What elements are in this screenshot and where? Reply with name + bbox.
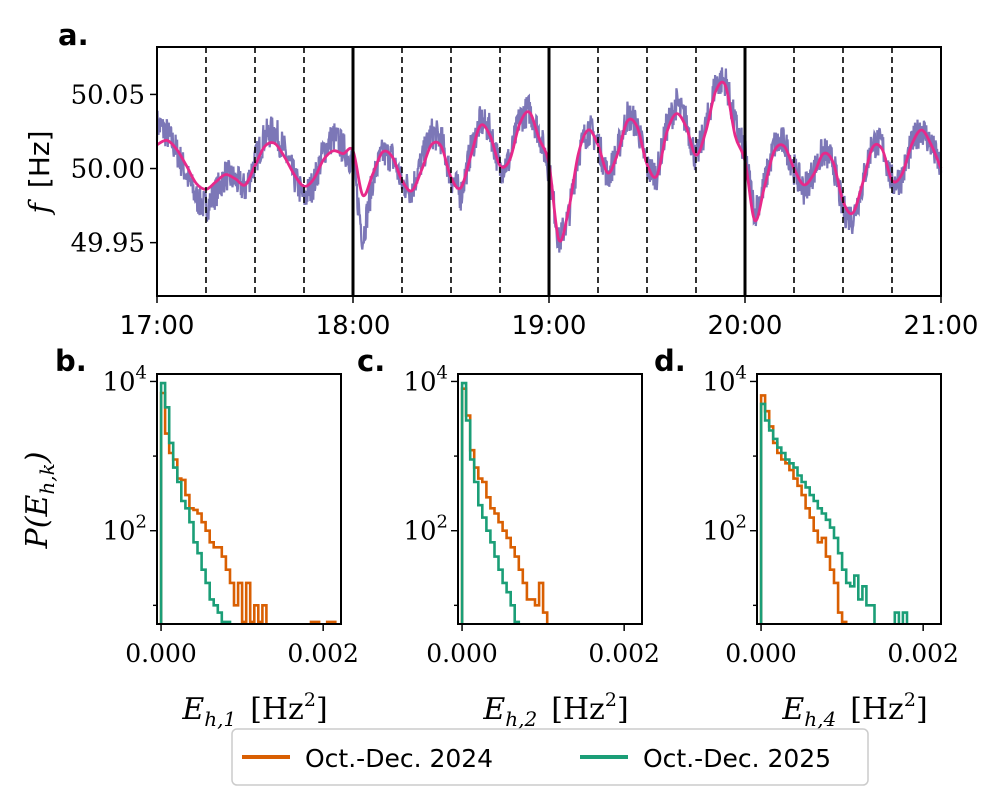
panel-label: b. — [55, 344, 87, 378]
panel-a-ylabel: f [Hz] — [23, 131, 56, 216]
y-tick-label: 104 — [403, 362, 448, 397]
panel-a-x-tick-label: 20:00 — [708, 311, 783, 341]
histogram-frame — [756, 373, 942, 625]
panel-a-x-tick-label: 21:00 — [904, 311, 979, 341]
panel-label: d. — [654, 344, 686, 378]
svg-text:P(Eh,k): P(Eh,k) — [20, 452, 59, 550]
panel-d: d. 104 102 0.000 0.002 Eh,4 [Hz2] — [654, 344, 959, 731]
x-tick-label: 0.000 — [725, 639, 797, 668]
panel-c: c. 104 102 0.000 0.002 Eh,2 [Hz2] — [357, 344, 660, 731]
x-tick-label: 0.002 — [287, 639, 359, 668]
panel-a-x-tick-label: 18:00 — [316, 311, 391, 341]
legend-box — [231, 728, 869, 786]
panel-a-y-tick-label: 49.95 — [71, 229, 145, 259]
x-tick-label: 0.000 — [125, 639, 197, 668]
y-tick-label: 104 — [102, 362, 147, 397]
histogram-2024 — [759, 394, 848, 624]
panel-a-label: a. — [58, 18, 89, 52]
histogram-ylabel: P(Eh,k) — [20, 452, 59, 550]
legend-label-2024: Oct.-Dec. 2024 — [305, 744, 493, 773]
y-tick-label: 102 — [702, 512, 747, 547]
panel-a-ylabel-symbol: f — [23, 198, 56, 215]
histogram-2025 — [759, 402, 909, 624]
x-axis-label: Eh,4 [Hz2] — [781, 689, 927, 731]
histogram-frame — [457, 373, 643, 625]
histogram-2025 — [159, 381, 232, 624]
x-tick-label: 0.000 — [426, 639, 498, 668]
panel-a-y-tick-label: 50.00 — [71, 155, 145, 185]
x-tick-label: 0.002 — [588, 639, 660, 668]
panel-a-x-ticks: 17:00 18:00 19:00 20:00 21:00 — [120, 296, 979, 341]
x-axis-label: Eh,1 [Hz2] — [181, 689, 327, 731]
panel-b: b. 104 102 0.000 0.002 Eh,1 [Hz2] — [55, 344, 359, 731]
histogram-2025 — [460, 381, 521, 624]
legend: Oct.-Dec. 2024 Oct.-Dec. 2025 — [231, 728, 869, 786]
y-tick-label: 104 — [702, 362, 747, 397]
histogram-frame — [156, 373, 342, 625]
y-tick-label: 102 — [102, 512, 147, 547]
x-axis-label: Eh,2 [Hz2] — [482, 689, 628, 731]
svg-text:f [Hz]: f [Hz] — [23, 131, 56, 216]
y-tick-label: 102 — [403, 512, 448, 547]
panel-a: a. 17:00 18:00 19:00 20:00 21:00 49.95 50.00 5… — [23, 18, 978, 341]
panel-a-y-tick-label: 50.05 — [71, 80, 145, 110]
panel-a-x-tick-label: 19:00 — [512, 311, 587, 341]
panel-a-y-ticks: 49.95 50.00 50.05 — [71, 80, 157, 259]
panel-a-ylabel-unit: [Hz] — [23, 131, 56, 189]
histogram-2024 — [159, 391, 337, 624]
panel-a-x-tick-label: 17:00 — [120, 311, 195, 341]
panel-a-plot-area — [155, 47, 943, 296]
x-tick-label: 0.002 — [887, 639, 959, 668]
legend-label-2025: Oct.-Dec. 2025 — [643, 744, 831, 773]
panel-label: c. — [357, 344, 385, 378]
